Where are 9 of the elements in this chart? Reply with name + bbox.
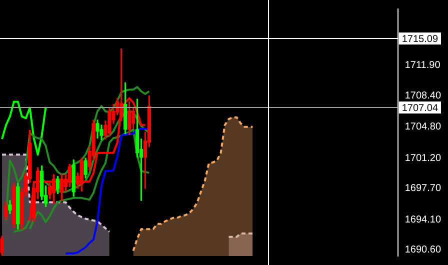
ref-line-label: 1707.04: [402, 102, 438, 114]
y-tick-label: 1708.40: [404, 90, 442, 102]
y-tick-label: 1697.70: [404, 183, 442, 194]
y-tick-label: 1711.90: [404, 60, 441, 72]
y-tick-label: 1701.20: [404, 152, 442, 164]
y-tick-label: 1694.10: [404, 214, 442, 226]
ref-line-label: 1715.09: [402, 34, 438, 45]
y-tick-label: 1690.60: [404, 244, 442, 256]
y-tick-label: 1704.80: [404, 122, 442, 133]
